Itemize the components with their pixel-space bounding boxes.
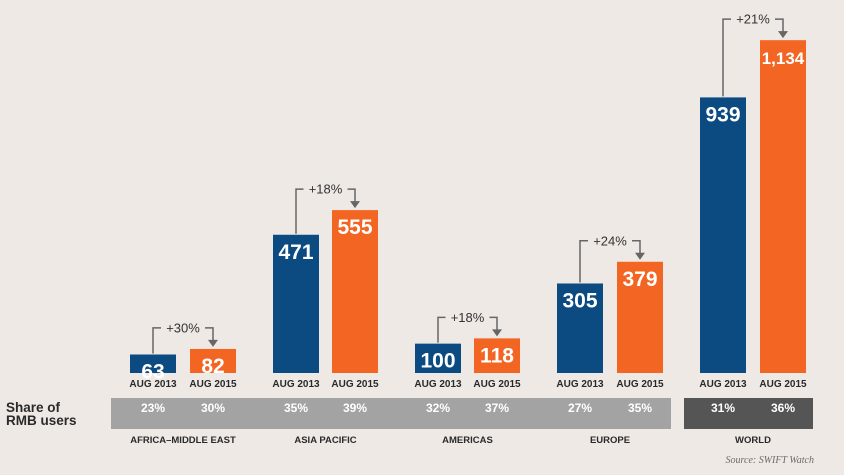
- growth-connector-right: [205, 327, 214, 341]
- bar-3-1: [617, 261, 663, 373]
- bar-value-label: 471: [278, 241, 313, 264]
- growth-connector-right: [347, 188, 356, 203]
- share-value: 30%: [201, 401, 225, 415]
- bar-value-label: 379: [622, 268, 657, 291]
- series-tick-label: AUG 2013: [699, 379, 747, 390]
- source-note: Source: SWIFT Watch: [725, 455, 814, 466]
- series-tick-label: AUG 2013: [272, 379, 320, 390]
- region-label: AMERICAS: [442, 435, 493, 446]
- bar-2-0: [415, 343, 461, 373]
- series-tick-label: AUG 2015: [473, 379, 521, 390]
- bar-4-0: [700, 97, 746, 373]
- share-label-line-1: Share of: [6, 400, 61, 415]
- growth-connector-left: [722, 18, 731, 97]
- growth-label: +21%: [736, 12, 770, 27]
- series-tick-label: AUG 2013: [556, 379, 604, 390]
- region-label: AFRICA–MIDDLE EAST: [130, 435, 236, 446]
- growth-connector-left: [152, 327, 161, 354]
- growth-label: +30%: [166, 320, 200, 335]
- series-tick-label: AUG 2015: [616, 379, 664, 390]
- growth-connector-left: [437, 316, 446, 343]
- region-label: EUROPE: [590, 435, 630, 446]
- series-tick-label: AUG 2013: [129, 379, 177, 390]
- region-label: WORLD: [735, 435, 771, 446]
- share-value: 32%: [426, 401, 450, 415]
- share-band: [111, 398, 671, 429]
- share-value: 37%: [485, 401, 509, 415]
- growth-arrow-head: [208, 339, 218, 347]
- bar-2-1: [474, 338, 520, 373]
- growth-label: +18%: [309, 182, 343, 197]
- bar-0-0: [130, 354, 176, 373]
- growth-arrow-head: [350, 201, 360, 209]
- growth-connector-right: [489, 316, 498, 331]
- bar-value-label: 305: [562, 289, 597, 312]
- bar-1-0: [273, 234, 319, 373]
- bar-value-label: 555: [337, 216, 372, 239]
- growth-connector-left: [295, 188, 304, 234]
- growth-arrow-head: [778, 31, 788, 39]
- share-value: 35%: [628, 401, 652, 415]
- share-value: 35%: [284, 401, 308, 415]
- growth-label: +24%: [593, 233, 627, 248]
- share-band-world: [684, 398, 813, 429]
- bar-0-1: [190, 348, 236, 373]
- bar-value-label: 63: [141, 361, 164, 384]
- share-of-rmb-users-label: Share of RMB users: [6, 400, 77, 428]
- bar-value-label: 82: [201, 355, 224, 378]
- growth-connector-left: [579, 240, 588, 283]
- bar-value-label: 118: [480, 344, 514, 367]
- growth-arrow-head: [635, 252, 645, 260]
- growth-connector-right: [775, 18, 784, 33]
- bar-4-1: [760, 40, 806, 374]
- series-tick-label: AUG 2013: [414, 379, 462, 390]
- growth-arrow-head: [492, 329, 502, 337]
- bar-value-label: 100: [420, 350, 455, 373]
- bar-3-0: [557, 283, 603, 373]
- share-value: 36%: [771, 401, 795, 415]
- region-label: ASIA PACIFIC: [294, 435, 356, 446]
- share-label-line-2: RMB users: [6, 413, 77, 428]
- series-tick-label: AUG 2015: [331, 379, 379, 390]
- bar-value-label: 939: [705, 103, 740, 126]
- share-value: 31%: [711, 401, 735, 415]
- bar-value-label: 1,134: [762, 49, 805, 68]
- growth-connector-right: [632, 240, 641, 254]
- share-value: 23%: [141, 401, 165, 415]
- growth-label: +18%: [451, 310, 485, 325]
- series-tick-label: AUG 2015: [189, 379, 237, 390]
- bar-1-1: [332, 210, 378, 373]
- share-value: 27%: [568, 401, 592, 415]
- share-value: 39%: [343, 401, 367, 415]
- series-tick-label: AUG 2015: [759, 379, 807, 390]
